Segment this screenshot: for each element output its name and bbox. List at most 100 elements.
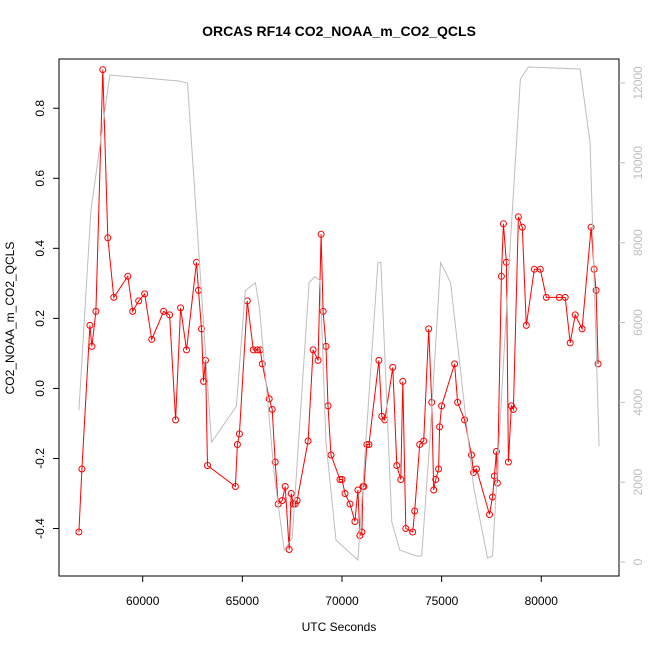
data-point	[351, 518, 359, 525]
data-point	[124, 272, 132, 280]
data-point	[497, 272, 505, 280]
data-point	[566, 339, 574, 347]
data-point	[346, 500, 354, 508]
data-point	[587, 223, 595, 231]
x-tick-label: 70000	[325, 594, 359, 608]
series-layer	[75, 66, 602, 562]
co2-difference-line	[78, 69, 599, 550]
data-point	[99, 66, 107, 74]
data-point	[571, 311, 579, 319]
data-point	[233, 441, 241, 448]
data-point	[420, 437, 428, 445]
data-point	[438, 402, 446, 410]
data-point	[514, 213, 522, 221]
data-point	[198, 325, 205, 333]
y-tick-label: 0.8	[33, 100, 47, 117]
data-point	[499, 220, 507, 228]
data-point	[327, 451, 335, 459]
data-point	[461, 416, 469, 424]
data-point	[278, 497, 286, 504]
data-point	[86, 321, 94, 329]
data-point	[88, 342, 96, 350]
data-point	[542, 293, 550, 301]
y2-tick-label: 10000	[631, 146, 645, 180]
data-point	[451, 360, 459, 368]
data-point	[375, 356, 383, 364]
data-point	[435, 465, 443, 473]
data-point	[293, 497, 301, 504]
y-axis-left: -0.4 -0.2 0.0 0.2 0.4 0.6 0.8	[33, 100, 59, 539]
data-point	[578, 325, 586, 333]
data-point	[249, 346, 257, 354]
y2-tick-label: 2000	[631, 469, 645, 496]
data-point	[518, 223, 526, 231]
data-point	[183, 346, 190, 354]
data-point	[402, 525, 410, 532]
data-point	[265, 395, 273, 403]
data-point	[486, 511, 493, 518]
y-tick-label: 0.2	[33, 310, 47, 327]
y-tick-label: -0.4	[33, 518, 47, 539]
y2-tick-label: 8000	[631, 229, 645, 256]
data-point	[268, 405, 276, 413]
data-point	[304, 437, 312, 445]
y2-tick-label: 0	[631, 558, 645, 565]
data-point	[393, 462, 401, 469]
data-point	[592, 286, 600, 294]
data-point	[468, 451, 475, 459]
data-point	[594, 360, 602, 368]
data-point	[129, 307, 137, 315]
data-point	[314, 356, 322, 364]
data-point	[160, 307, 168, 315]
y-tick-label: 0.6	[33, 170, 47, 187]
data-point	[200, 377, 207, 385]
data-point	[354, 486, 362, 494]
data-point	[289, 500, 297, 508]
data-point	[172, 416, 180, 424]
x-tick-label: 75000	[425, 594, 459, 608]
x-tick-label: 65000	[226, 594, 260, 608]
chart-title: ORCAS RF14 CO2_NOAA_m_CO2_QCLS	[202, 23, 476, 39]
y-axis-title: CO2_NOAA_m_CO2_QCLS	[3, 242, 17, 395]
data-point	[338, 476, 346, 483]
data-point	[177, 304, 185, 312]
y2-tick-label: 6000	[631, 309, 645, 336]
data-point	[409, 528, 417, 536]
data-point	[148, 335, 156, 343]
data-point	[454, 398, 462, 406]
y2-tick-label: 4000	[631, 389, 645, 416]
data-point	[341, 490, 349, 497]
y-tick-label: 0.4	[33, 240, 47, 257]
data-point	[504, 458, 512, 466]
data-point	[231, 483, 239, 490]
data-point	[110, 293, 118, 301]
y-tick-label: -0.2	[33, 448, 47, 469]
altitude-line	[78, 66, 600, 562]
data-point	[399, 377, 407, 385]
data-point	[317, 230, 325, 238]
data-point	[271, 458, 279, 466]
data-point	[135, 297, 143, 305]
data-point	[92, 307, 100, 315]
data-point	[436, 423, 444, 431]
data-point	[493, 479, 501, 487]
data-point	[416, 441, 424, 448]
data-point	[425, 325, 433, 333]
y-tick-label: 0.0	[33, 380, 47, 397]
data-point	[536, 265, 544, 273]
data-point	[319, 307, 327, 315]
x-tick-label: 80000	[525, 594, 559, 608]
data-point	[363, 441, 371, 448]
data-point	[204, 462, 211, 469]
data-point	[509, 405, 517, 413]
data-point	[281, 483, 289, 490]
data-point	[432, 476, 440, 483]
data-point	[78, 465, 86, 473]
data-point	[287, 490, 295, 497]
data-point	[291, 500, 299, 508]
data-point	[253, 346, 261, 354]
data-point	[411, 507, 419, 515]
data-point	[104, 234, 112, 242]
data-point	[235, 430, 243, 438]
